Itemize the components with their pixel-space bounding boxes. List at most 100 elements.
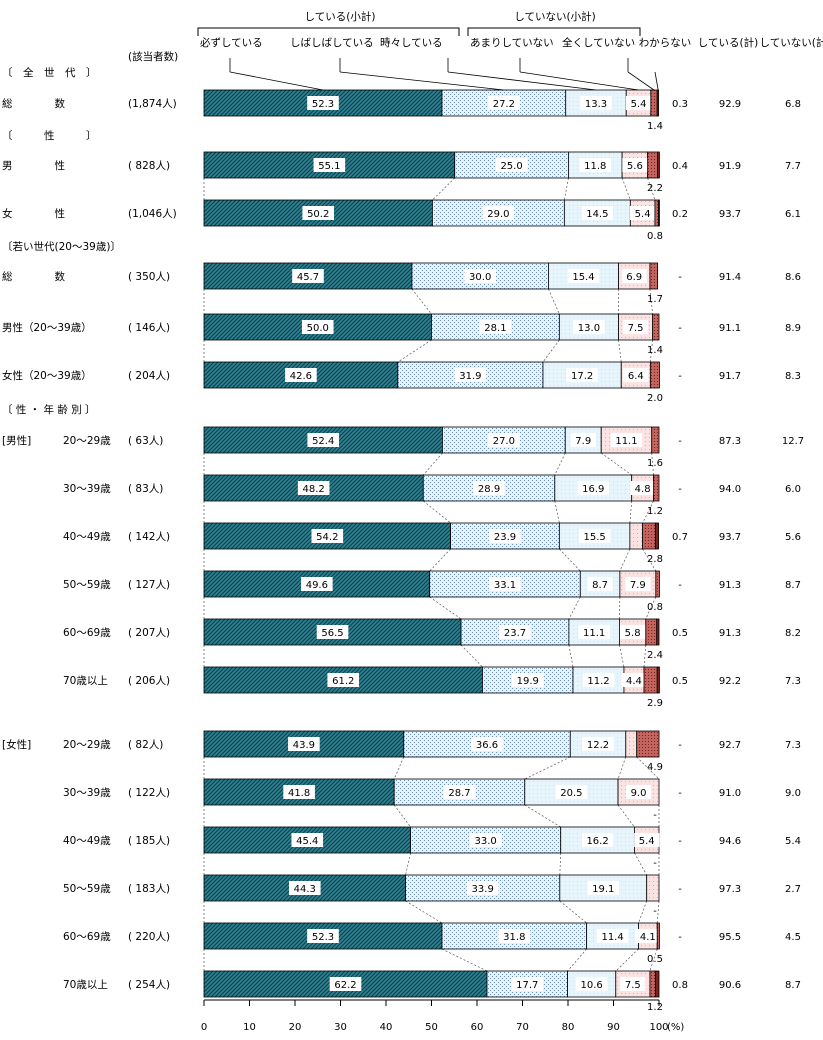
row-label: 女性（20～39歳） — [2, 369, 92, 382]
value-label-bg — [471, 737, 503, 751]
row-count: ( 350人) — [128, 271, 170, 283]
value-label-s5: - — [678, 272, 682, 283]
value-label: 41.8 — [288, 788, 310, 799]
value-label-bg — [635, 929, 661, 943]
row-count: ( 142人) — [128, 531, 170, 543]
total-suru-value: 94.6 — [719, 836, 741, 847]
legend-leader-line — [519, 71, 639, 91]
total-suru-value: 90.6 — [719, 980, 741, 991]
value-label: 11.4 — [601, 932, 623, 943]
row-label: 20～29歳 — [63, 739, 111, 751]
section-sexage: 〔 性 ・ 年 齢 別 〕 — [2, 403, 96, 416]
connector-line — [429, 596, 462, 620]
value-label: 44.3 — [294, 884, 316, 895]
bar-segment — [629, 522, 644, 550]
row-count: ( 82人) — [128, 739, 163, 751]
value-label-bg — [302, 206, 334, 220]
shinai-subtotal-label: していない(小計) — [514, 10, 595, 23]
value-label-bg — [316, 625, 349, 639]
connector-line — [634, 852, 648, 876]
total-shinai-value: 8.6 — [785, 272, 801, 283]
connector-line — [615, 948, 639, 972]
value-label: 55.1 — [318, 161, 340, 172]
value-label-bg — [625, 785, 652, 799]
value-label: 11.1 — [583, 628, 605, 639]
value-label-bg — [327, 673, 360, 687]
x-tick-label: 80 — [562, 1022, 575, 1033]
value-label-bg — [313, 158, 346, 172]
connector-line — [441, 948, 488, 972]
total-suru-value: 95.5 — [719, 932, 741, 943]
x-tick-label: 20 — [289, 1022, 302, 1033]
value-label: 7.5 — [628, 323, 644, 334]
section-headings: 〔 全 世 代 〕 〔 性 〕 〔若い世代(20～39歳)〕 〔 性 ・ 年 齢… — [2, 66, 121, 751]
legend-s1: 必ずしている — [200, 36, 263, 49]
row-label: 30～39歳 — [63, 483, 111, 495]
total-suru-value: 87.3 — [719, 436, 741, 447]
value-label-s4: - — [653, 810, 657, 821]
value-label-s4: 0.5 — [647, 954, 663, 965]
legend-leader-line — [654, 71, 659, 91]
connector-line — [618, 339, 622, 363]
value-label: 10.6 — [581, 980, 603, 991]
value-label-bg — [283, 785, 315, 799]
value-label: 5.4 — [635, 209, 651, 220]
value-label-bg — [582, 673, 615, 687]
x-tick-label: 70 — [516, 1022, 529, 1033]
connector-line — [642, 500, 654, 524]
connector-line — [649, 288, 653, 315]
value-label-bg — [555, 785, 588, 799]
total-suru-value: 91.7 — [719, 371, 741, 382]
value-label-bg — [488, 96, 520, 110]
connector-line — [432, 177, 455, 201]
value-label-bg — [566, 368, 598, 382]
row-label: 総 数 — [2, 270, 65, 283]
connector-line — [397, 339, 432, 363]
legend-leader-line — [627, 71, 655, 91]
bar-segment — [654, 199, 659, 227]
bar-row: 女 性 (1,046人) 50.2 29.0 14.5 5.4 0.8 0.2 93.7 6.1 — [2, 199, 801, 242]
value-label-s5: 0.2 — [672, 209, 688, 220]
bar-row: 20～29歳 ( 82人) 43.9 36.6 12.2 4.9 - 92.7 7.3 — [63, 730, 801, 773]
connector-line — [617, 756, 627, 780]
value-label-s5: - — [678, 436, 682, 447]
row-count: ( 828人) — [128, 160, 170, 172]
row-label: 総 数 — [2, 97, 65, 110]
total-shinai-value: 6.0 — [785, 484, 801, 495]
bar-segment — [658, 199, 660, 227]
value-label-s4: 1.6 — [647, 458, 663, 469]
value-label: 5.4 — [631, 99, 647, 110]
value-label: 11.8 — [584, 161, 606, 172]
value-label-s5: 0.3 — [672, 99, 688, 110]
value-label-bg — [630, 206, 656, 220]
value-label-bg — [587, 881, 620, 895]
bar-row: 60～69歳 ( 207人) 56.5 23.7 11.1 5.8 2.4 0.5 91.3 8.… — [63, 618, 801, 661]
value-label: 31.9 — [459, 371, 481, 382]
x-tick-label: 0 — [201, 1022, 207, 1033]
value-label-bg — [596, 929, 629, 943]
total-shinai-value: 8.7 — [785, 580, 801, 591]
value-label-bg — [297, 481, 330, 495]
value-label-s5: - — [678, 836, 682, 847]
value-label-bg — [473, 481, 505, 495]
value-label-bg — [579, 158, 612, 172]
value-label: 28.9 — [478, 484, 500, 495]
connector-line — [559, 548, 581, 572]
row-label: 30～39歳 — [63, 787, 111, 799]
shinai-bracket — [467, 27, 641, 36]
bar-row: 30～39歳 ( 83人) 48.2 28.9 16.9 4.8 1.2 - 94.0 6.0 — [63, 474, 801, 517]
value-label-bg — [511, 673, 544, 687]
value-label: 50.0 — [307, 323, 329, 334]
connector-line — [621, 177, 631, 201]
value-label: 52.4 — [312, 436, 334, 447]
bar-segment — [625, 730, 638, 758]
row-count: ( 183人) — [128, 883, 170, 895]
value-label: 30.0 — [469, 272, 491, 283]
connector-line — [542, 339, 560, 363]
value-label-bg — [623, 368, 649, 382]
value-label: 23.9 — [494, 532, 516, 543]
value-label: 49.6 — [306, 580, 328, 591]
value-label: 8.7 — [592, 580, 608, 591]
bar-segment — [652, 313, 660, 341]
total-suru-value: 97.3 — [719, 884, 741, 895]
